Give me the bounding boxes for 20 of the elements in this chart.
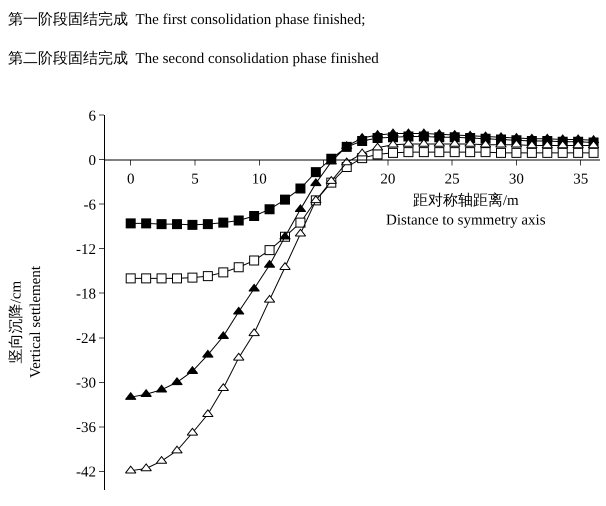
x-tick-label: 20 [380,172,396,188]
x-tick-label: 5 [191,172,199,188]
x-tick-label: 25 [444,172,460,188]
text: 第一阶段固结完成 The first consolidation phase finished; [8,11,366,28]
x-tick-label: 0 [126,172,134,188]
y-tick-label: 0 [88,152,96,169]
y-tick-label: -24 [76,331,96,348]
x-tick-label: 30 [508,172,524,188]
y-axis-title: 竖向沉降/cm Vertical settlement [8,265,44,378]
x-tick-label: 35 [573,172,588,188]
y-tick-label: -30 [76,376,96,392]
y-tick-label: -42 [76,464,96,481]
x-tick-label: 10 [252,172,267,188]
x-axis-title: 距对称轴距离/m Distance to symmetry axis [386,192,546,228]
y-tick-label: -36 [76,420,96,436]
y-tick-label: -12 [76,242,96,258]
y-tick-label: 6 [88,108,96,124]
y-tick-label: -18 [76,286,96,302]
text: 第二阶段固结完成 The second consolidation phase finished [8,50,380,67]
y-tick-label: -6 [84,197,96,214]
